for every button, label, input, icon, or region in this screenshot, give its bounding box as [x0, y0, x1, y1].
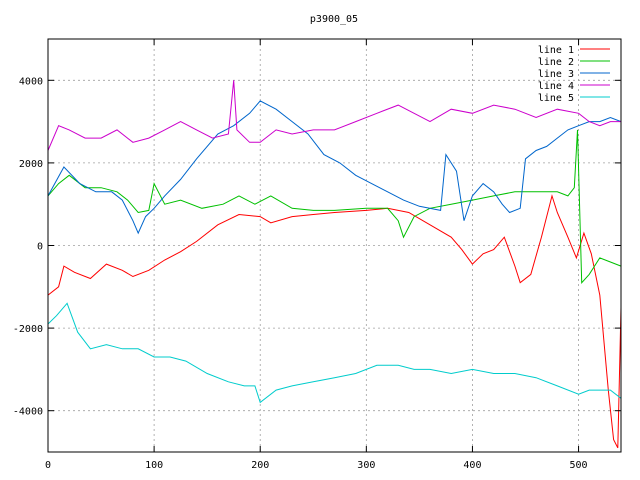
y-tick-label: 0 — [37, 242, 43, 253]
x-tick-label: 100 — [145, 460, 163, 471]
legend-label-1: line 1 — [538, 45, 574, 56]
legend-label-5: line 5 — [538, 93, 574, 104]
legend-label-3: line 3 — [538, 69, 574, 80]
series-line-4 — [47, 80, 621, 151]
chart-title: p3900_05 — [310, 14, 358, 25]
y-tick-label: 2000 — [19, 159, 43, 170]
x-tick-label: 0 — [45, 460, 51, 471]
x-tick-label: 200 — [251, 460, 269, 471]
series-line-3 — [47, 100, 622, 235]
legend-label-2: line 2 — [538, 57, 574, 68]
series-line-1 — [47, 194, 622, 449]
x-tick-label: 400 — [463, 460, 481, 471]
series-line-2 — [47, 129, 622, 284]
series-line-5 — [47, 302, 622, 404]
legend-label-4: line 4 — [538, 81, 574, 92]
grid-lines — [48, 39, 621, 452]
y-tick-label: -2000 — [13, 324, 43, 335]
series-group — [47, 80, 622, 449]
axes: 0 100 200 300 400 500 -4000 -2000 0 2000 4000 — [13, 39, 621, 471]
y-tick-label: -4000 — [13, 407, 43, 418]
y-tick-label: 4000 — [19, 76, 43, 87]
x-tick-label: 300 — [357, 460, 375, 471]
x-tick-label: 500 — [570, 460, 588, 471]
